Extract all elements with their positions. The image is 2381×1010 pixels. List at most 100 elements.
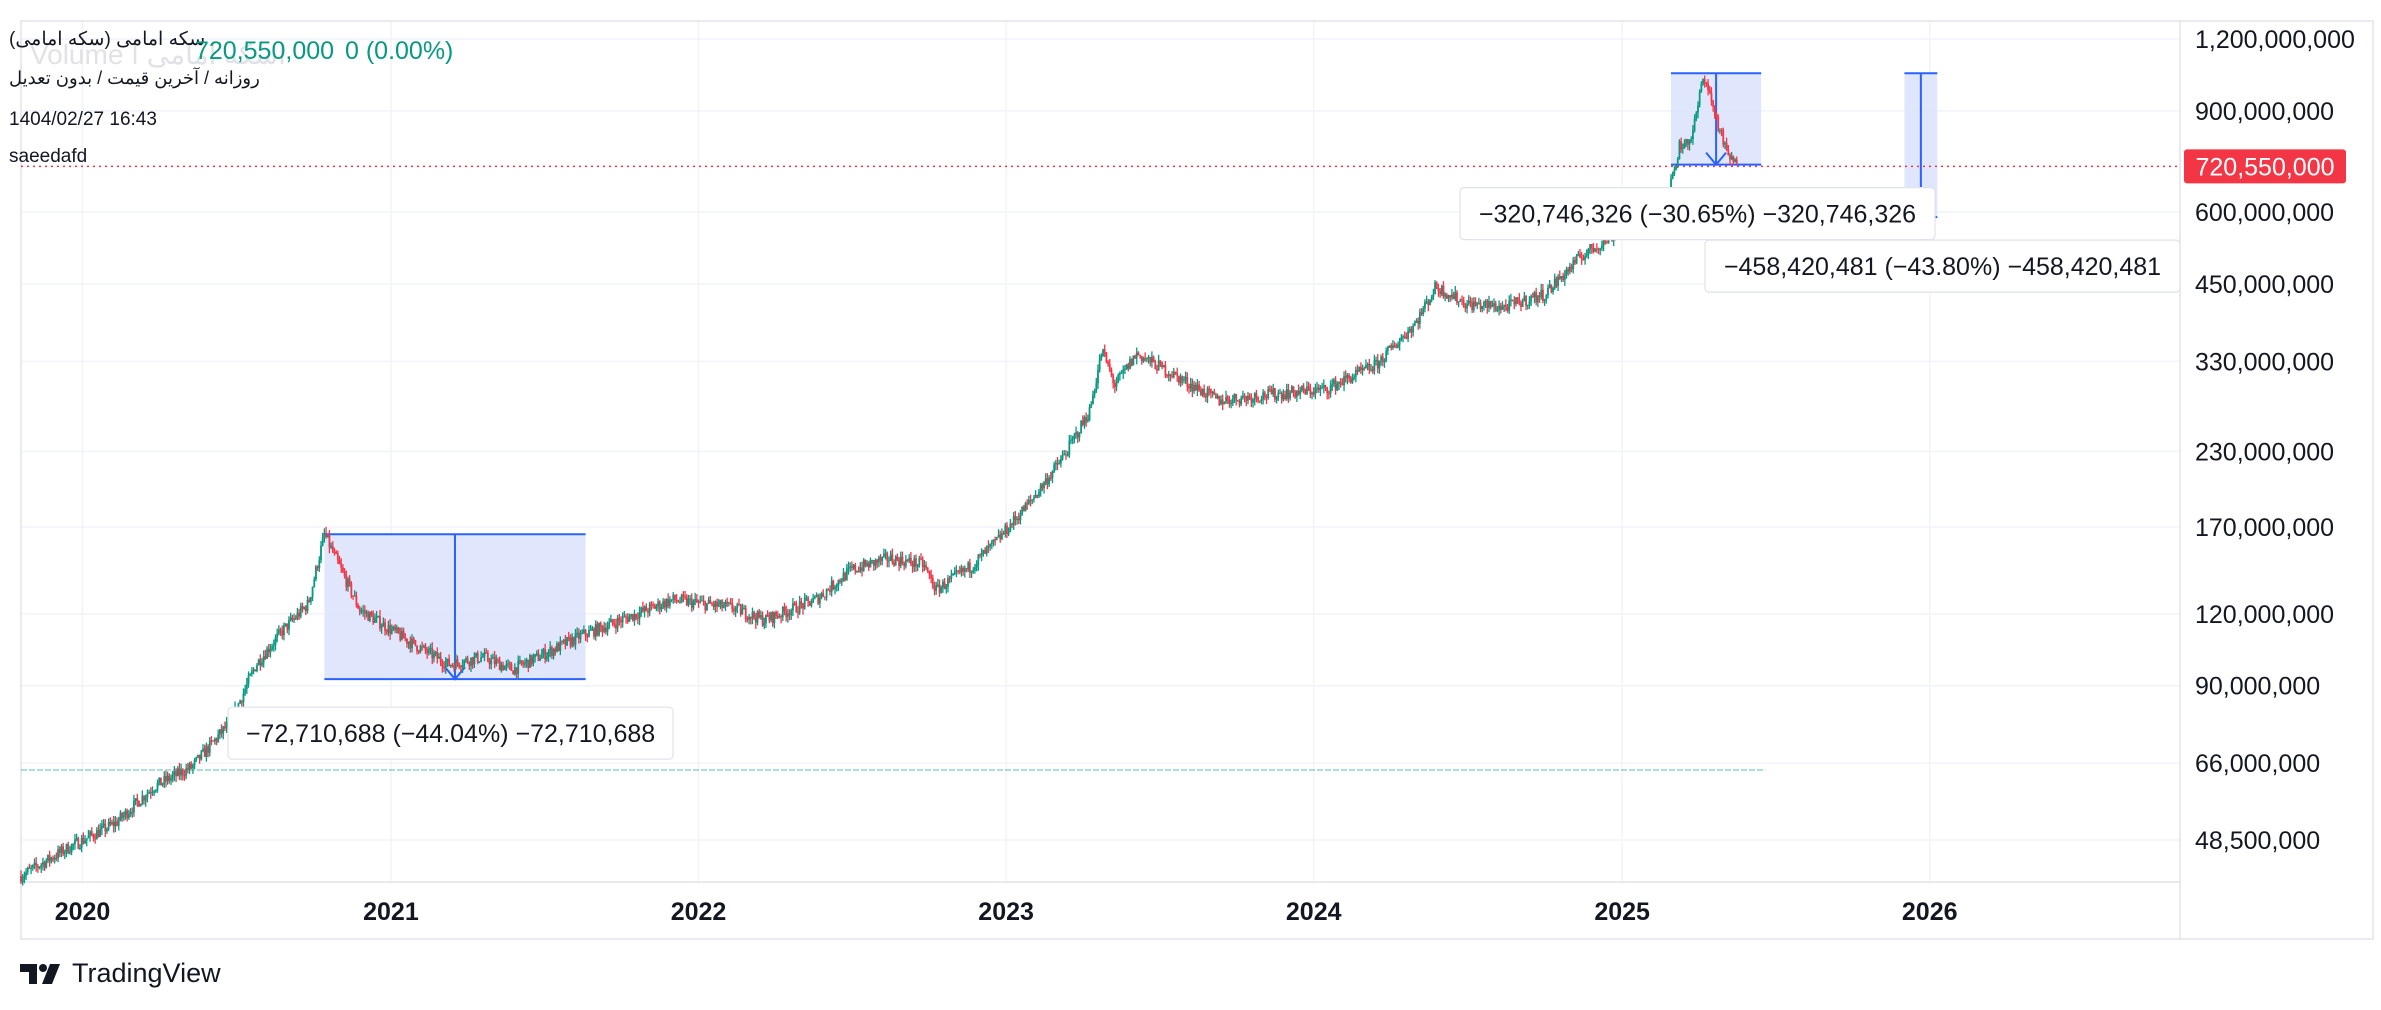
- candle-body: [1501, 306, 1504, 310]
- candle-body: [931, 578, 934, 587]
- candle-body: [1321, 387, 1324, 389]
- candle-body: [1366, 364, 1369, 366]
- candle-body: [1033, 497, 1035, 500]
- candle-body: [159, 777, 162, 786]
- candle-body: [154, 789, 157, 792]
- candle-body: [57, 849, 59, 859]
- candle-body: [697, 601, 700, 603]
- candle-body: [434, 652, 437, 654]
- candle-body: [1314, 388, 1317, 395]
- candle-body: [621, 616, 624, 623]
- candle-body: [1717, 116, 1720, 131]
- time-axis: 2020 2021 2022 2023 2024 2025 2026: [55, 898, 1958, 926]
- candle-body: [505, 663, 508, 666]
- candle-body: [623, 616, 626, 618]
- candle-body: [82, 837, 85, 844]
- candle-body: [1334, 379, 1337, 391]
- candle-body: [1548, 284, 1551, 289]
- candle-body: [1693, 118, 1696, 131]
- candle-body: [1449, 295, 1452, 298]
- candle-body: [965, 568, 968, 570]
- candle-body: [793, 603, 796, 605]
- candle-body: [1248, 395, 1251, 397]
- candle-body: [95, 830, 98, 840]
- candle-body: [947, 578, 949, 587]
- tradingview-branding[interactable]: TradingView: [20, 958, 221, 989]
- candle-body: [311, 587, 314, 598]
- candle-body: [1568, 266, 1571, 272]
- candle-body: [1191, 383, 1194, 392]
- candle-body: [1215, 394, 1217, 399]
- candle-body: [284, 623, 287, 626]
- candle-body: [249, 673, 252, 676]
- candle-body: [1027, 500, 1030, 504]
- candle-body: [985, 546, 988, 554]
- candle-body: [1479, 302, 1482, 310]
- candle-body: [333, 551, 336, 553]
- x-tick-label: 2024: [1286, 898, 1342, 926]
- candle-body: [1095, 383, 1098, 391]
- candle-body: [1275, 397, 1278, 400]
- candle-body: [933, 586, 936, 591]
- candle-body: [626, 617, 629, 622]
- candle-body: [689, 598, 692, 600]
- candle-body: [886, 553, 889, 562]
- candle-body: [618, 618, 621, 621]
- candle-body: [1499, 305, 1502, 310]
- candle-body: [1521, 301, 1524, 307]
- candle-body: [1491, 306, 1494, 308]
- candle-body: [90, 831, 93, 835]
- candle-body: [1574, 260, 1576, 264]
- candle-body: [1456, 292, 1458, 303]
- candle-body: [1725, 142, 1728, 150]
- candle-body: [453, 665, 456, 670]
- symbol-title[interactable]: سکه امامی (سکه امامی): [9, 29, 206, 50]
- candle-body: [1565, 269, 1568, 275]
- measure-label: −72,710,688 (−44.04%) −72,710,688: [246, 720, 655, 748]
- author-name[interactable]: saeedafd: [9, 146, 88, 167]
- candle-body: [94, 838, 97, 840]
- candle-body: [1515, 297, 1517, 305]
- y-tick-label: 170,000,000: [2195, 514, 2334, 542]
- candle-body: [1363, 368, 1366, 370]
- candle-body: [126, 810, 129, 819]
- candle-body: [1336, 384, 1339, 391]
- candle-body: [662, 601, 665, 608]
- candle-body: [1034, 494, 1037, 498]
- candle-body: [864, 560, 867, 566]
- candle-body: [1339, 382, 1342, 384]
- candle-body: [672, 594, 675, 600]
- candle-body: [909, 557, 912, 564]
- candle-body: [131, 812, 134, 814]
- candle-body: [1457, 301, 1460, 303]
- candle-body: [982, 550, 985, 553]
- candle-body: [323, 532, 326, 538]
- candle-body: [1720, 129, 1723, 131]
- candle-body: [203, 748, 206, 757]
- candle-body: [1383, 360, 1386, 363]
- candle-body: [289, 617, 292, 621]
- candle-body: [1557, 276, 1559, 286]
- candle-body: [490, 658, 493, 665]
- candle-body: [908, 557, 911, 561]
- candle-body: [385, 630, 388, 633]
- candle-body: [1412, 325, 1415, 333]
- candle-body: [134, 798, 137, 801]
- measure-arrow-head: [444, 666, 466, 681]
- timeframe-label[interactable]: روزانه / آخرین قیمت / بدون تعدیل: [9, 68, 260, 88]
- candle-body: [704, 601, 707, 611]
- candle-body: [577, 632, 580, 639]
- candle-body: [734, 607, 737, 612]
- candle-body: [198, 754, 201, 760]
- candle-body: [572, 637, 575, 645]
- candle-body: [1177, 375, 1180, 383]
- candle-body: [724, 601, 727, 607]
- candle-body: [1301, 386, 1303, 391]
- candle-body: [92, 834, 95, 839]
- candle-body: [936, 584, 939, 586]
- candle-body: [502, 664, 504, 670]
- candle-body: [866, 563, 868, 566]
- candle-body: [1676, 158, 1679, 166]
- candle-body: [468, 662, 471, 667]
